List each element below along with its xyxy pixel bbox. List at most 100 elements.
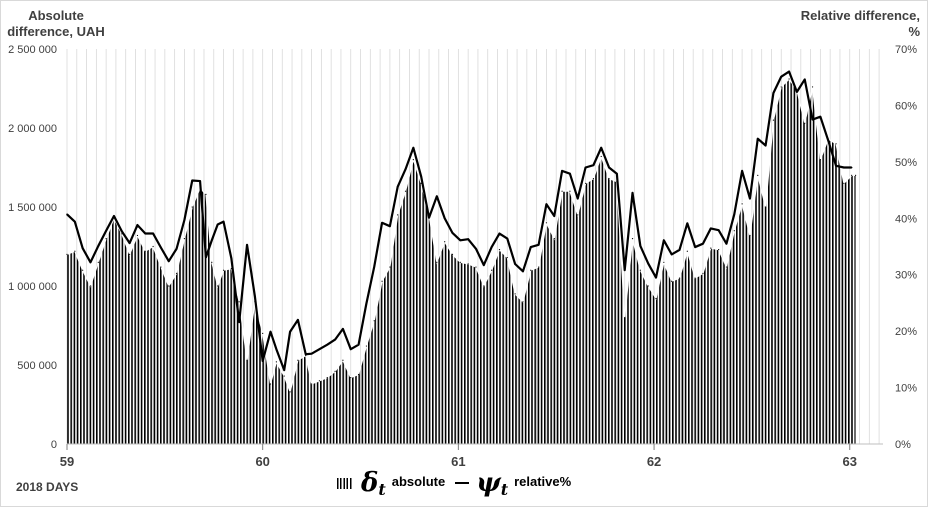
relative-point (289, 330, 291, 333)
absolute-point (663, 261, 665, 263)
y-right-tick-label: 60% (895, 100, 917, 112)
y-left-tick-label: 2 000 000 (8, 123, 57, 135)
relative-point (584, 166, 587, 169)
absolute-point (144, 250, 146, 252)
absolute-point (584, 182, 587, 184)
relative-point (553, 215, 556, 217)
relative-point (349, 348, 352, 351)
absolute-point (334, 370, 336, 372)
y-left-tick-label: 2 500 000 (8, 44, 57, 56)
absolute-point (530, 269, 532, 271)
absolute-point (851, 174, 853, 176)
relative-point (216, 223, 219, 226)
absolute-point (318, 380, 321, 382)
absolute-point (522, 301, 524, 303)
absolute-point (491, 269, 493, 271)
relative-point (404, 168, 407, 170)
relative-point (686, 222, 689, 225)
absolute-point (289, 391, 291, 393)
relative-point (211, 239, 213, 242)
relative-point (475, 247, 477, 250)
absolute-point (647, 285, 649, 287)
relative-point (576, 197, 579, 200)
absolute-point (191, 206, 193, 208)
y-right-tick-label: 0% (895, 439, 911, 451)
absolute-point (514, 293, 516, 295)
relative-point (537, 244, 540, 246)
legend-relative-symbol: ψ (476, 468, 501, 498)
absolute-point (350, 377, 352, 379)
legend-line-swatch (455, 482, 470, 484)
relative-point (199, 180, 201, 182)
relative-point (811, 118, 814, 121)
absolute-point (357, 373, 360, 376)
relative-point (144, 232, 147, 235)
relative-point (342, 328, 344, 330)
absolute-point (608, 177, 610, 180)
absolute-point (459, 261, 461, 263)
y-left-tick-label: 1 500 000 (8, 202, 57, 214)
relative-point (850, 166, 853, 169)
absolute-series (66, 78, 857, 445)
relative-point (183, 219, 186, 221)
relative-point (459, 239, 462, 242)
relative-point (205, 256, 207, 259)
absolute-point (811, 86, 814, 88)
absolute-point (725, 266, 728, 268)
relative-point (261, 360, 264, 362)
absolute-point (561, 190, 563, 192)
absolute-point (389, 266, 391, 268)
absolute-point (105, 238, 107, 240)
relative-point (326, 343, 329, 346)
relative-point (639, 245, 642, 247)
absolute-point (275, 361, 277, 363)
right-axis-title: Relative difference, % (800, 8, 920, 39)
relative-point (702, 242, 704, 245)
absolute-point (74, 250, 76, 252)
relative-point (545, 203, 548, 205)
relative-point (269, 330, 272, 333)
relative-point (835, 165, 837, 167)
relative-point (733, 213, 736, 216)
absolute-point (160, 266, 162, 268)
relative-point (498, 232, 501, 235)
relative-point (670, 253, 673, 256)
relative-point (74, 220, 76, 223)
absolute-point (483, 285, 485, 287)
absolute-point (297, 359, 299, 361)
relative-point (238, 321, 240, 323)
relative-point (717, 229, 720, 231)
absolute-point (686, 250, 688, 252)
x-tick-label: 59 (60, 454, 74, 469)
relative-point (788, 70, 790, 73)
absolute-point (168, 285, 170, 287)
relative-point (120, 230, 123, 233)
relative-point (443, 217, 446, 220)
absolute-point (553, 238, 555, 240)
relative-point (780, 75, 783, 78)
absolute-point (639, 269, 641, 271)
absolute-point (855, 174, 857, 176)
absolute-point (222, 269, 225, 271)
absolute-point (600, 155, 602, 158)
absolute-point (835, 143, 837, 145)
absolute-point (211, 261, 213, 263)
relative-point (741, 170, 743, 172)
absolute-point (475, 266, 477, 268)
axes: 0 500 000 1 000 000 1 500 000 2 000 000 2 500… (8, 44, 917, 469)
absolute-point (467, 263, 469, 265)
relative-point (275, 348, 278, 351)
absolute-point (678, 277, 681, 279)
x-axis-title: 2018 DAYS (16, 480, 79, 494)
relative-point (827, 139, 830, 142)
x-tick-label: 61 (451, 454, 465, 469)
absolute-point (183, 238, 186, 240)
absolute-point (804, 122, 806, 124)
y-right-tick-label: 30% (895, 270, 917, 282)
absolute-point (506, 256, 508, 259)
absolute-point (538, 266, 540, 268)
absolute-point (451, 253, 454, 255)
absolute-point (136, 234, 139, 237)
relative-point (490, 246, 493, 248)
absolute-point (631, 238, 634, 240)
